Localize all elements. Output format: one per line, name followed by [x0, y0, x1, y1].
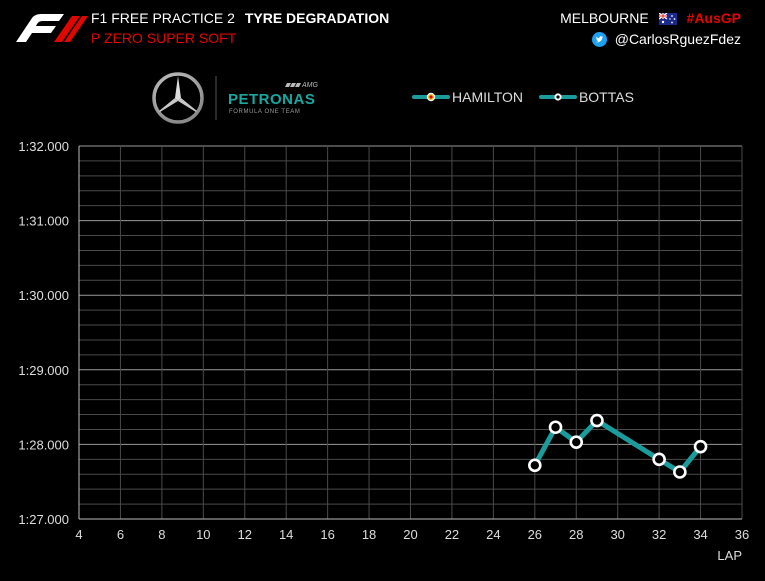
hashtag-label: #AusGP: [686, 10, 741, 26]
handle-label: @CarlosRguezFdez: [614, 31, 741, 47]
data-point-bottas: [548, 420, 563, 435]
author-handle: @CarlosRguezFdez: [591, 31, 741, 47]
petronas-text: PETRONAS: [228, 91, 315, 108]
x-tick-label: 12: [238, 527, 252, 542]
mercedes-star-icon: [152, 72, 204, 124]
y-tick-label: 1:31.000: [18, 214, 69, 229]
x-tick-label: 34: [693, 527, 707, 542]
x-tick-label: 26: [528, 527, 542, 542]
location-block: MELBOURNE #AusGP: [560, 10, 741, 26]
data-point-bottas: [590, 413, 604, 428]
x-tick-label: 16: [320, 527, 334, 542]
legend-marker-hamilton: [412, 92, 450, 102]
x-tick-label: 4: [75, 527, 82, 542]
x-axis: 4 6 8 10 12 14 16 18 20 22 24 26 28 30 32 34 36: [75, 527, 749, 542]
data-point-bottas: [569, 435, 584, 449]
lap-time-chart: 1:27.000 1:28.000 1:29.000 1:30.000 1:31.000…: [18, 139, 749, 563]
compound-label: P ZERO SUPER SOFT: [91, 30, 237, 46]
data-points: [528, 413, 708, 479]
x-tick-label: 28: [569, 527, 583, 542]
chart-title: F1 FREE PRACTICE 2 TYRE DEGRADATION: [91, 10, 389, 26]
x-tick-label: 18: [362, 527, 376, 542]
y-tick-label: 1:32.000: [18, 139, 69, 154]
amg-text: AMG: [301, 82, 319, 89]
australia-flag-icon: [658, 13, 677, 25]
topic-label: TYRE DEGRADATION: [244, 10, 390, 26]
y-tick-label: 1:30.000: [18, 288, 69, 303]
legend-marker-bottas: [538, 93, 577, 101]
x-tick-label: 10: [196, 527, 210, 542]
legend-item-hamilton: HAMILTON: [412, 89, 523, 105]
x-tick-label: 32: [652, 527, 666, 542]
data-point-bottas: [673, 465, 687, 479]
x-tick-label: 20: [403, 527, 417, 542]
y-tick-label: 1:28.000: [18, 437, 69, 452]
amg-stripes-icon: [285, 83, 301, 87]
twitter-bird-icon: [591, 32, 607, 47]
legend-item-bottas: BOTTAS: [538, 89, 634, 105]
y-axis: 1:27.000 1:28.000 1:29.000 1:30.000 1:31.000…: [18, 139, 69, 527]
x-axis-label: LAP: [717, 548, 742, 563]
f1-logo-icon: [16, 14, 88, 42]
y-tick-label: 1:27.000: [18, 512, 69, 527]
x-tick-label: 36: [735, 527, 749, 542]
legend-label-hamilton: HAMILTON: [452, 89, 524, 105]
data-point-bottas: [528, 458, 542, 473]
x-tick-label: 30: [610, 527, 624, 542]
team-subtitle-text: FORMULA ONE TEAM: [229, 109, 301, 115]
x-tick-label: 6: [117, 527, 124, 542]
x-tick-label: 14: [279, 527, 293, 542]
x-tick-label: 22: [445, 527, 459, 542]
x-tick-label: 24: [486, 527, 500, 542]
legend-label-bottas: BOTTAS: [578, 89, 634, 105]
grid: [78, 145, 743, 520]
x-tick-label: 8: [158, 527, 165, 542]
location-label: MELBOURNE: [560, 10, 649, 26]
session-label: F1 FREE PRACTICE 2: [91, 10, 235, 26]
legend: HAMILTON BOTTAS: [412, 89, 646, 106]
data-point-bottas: [652, 452, 666, 467]
mercedes-petronas-logo: AMG PETRONAS FORMULA ONE TEAM: [152, 72, 319, 124]
data-point-bottas: [693, 439, 708, 454]
y-tick-label: 1:29.000: [18, 363, 69, 378]
